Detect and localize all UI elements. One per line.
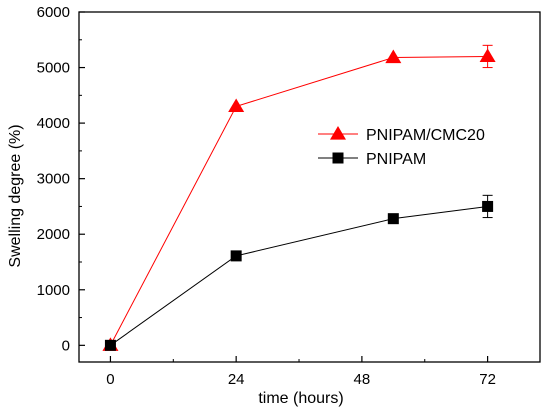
- x-tick-label: 24: [228, 371, 245, 388]
- data-point: [479, 48, 496, 63]
- series-line: [110, 205, 488, 346]
- series-lines: [109, 55, 488, 346]
- x-axis-title: time (hours): [258, 390, 343, 407]
- x-tick-label: 72: [479, 371, 496, 388]
- legend-marker: [332, 152, 344, 164]
- y-tick-label: 6000: [37, 4, 70, 21]
- data-point: [482, 200, 494, 212]
- legend: PNIPAM/CMC20 PNIPAM: [318, 126, 485, 168]
- data-point: [230, 250, 242, 262]
- legend-label: PNIPAM: [366, 151, 426, 168]
- data-point: [104, 339, 116, 351]
- y-tick-label: 2000: [37, 226, 70, 243]
- ticks-layer: 0 24 48 72 0 1000 2000 3000 4000 5000 6000: [37, 4, 496, 388]
- data-point: [385, 49, 402, 64]
- y-tick-label: 4000: [37, 115, 70, 132]
- legend-label: PNIPAM/CMC20: [366, 127, 485, 144]
- x-tick-label: 0: [106, 371, 114, 388]
- plot-frame: [78, 11, 541, 363]
- y-tick-label: 1000: [37, 282, 70, 299]
- y-tick-label: 3000: [37, 171, 70, 188]
- series-markers: [102, 44, 496, 351]
- y-tick-label: 5000: [37, 60, 70, 77]
- data-point: [387, 213, 399, 225]
- data-point: [228, 98, 245, 113]
- y-tick-label: 0: [62, 337, 70, 354]
- y-axis-title: Swelling degree (%): [7, 124, 24, 267]
- legend-marker: [330, 126, 346, 140]
- x-tick-label: 48: [354, 371, 371, 388]
- series-line: [109, 55, 488, 346]
